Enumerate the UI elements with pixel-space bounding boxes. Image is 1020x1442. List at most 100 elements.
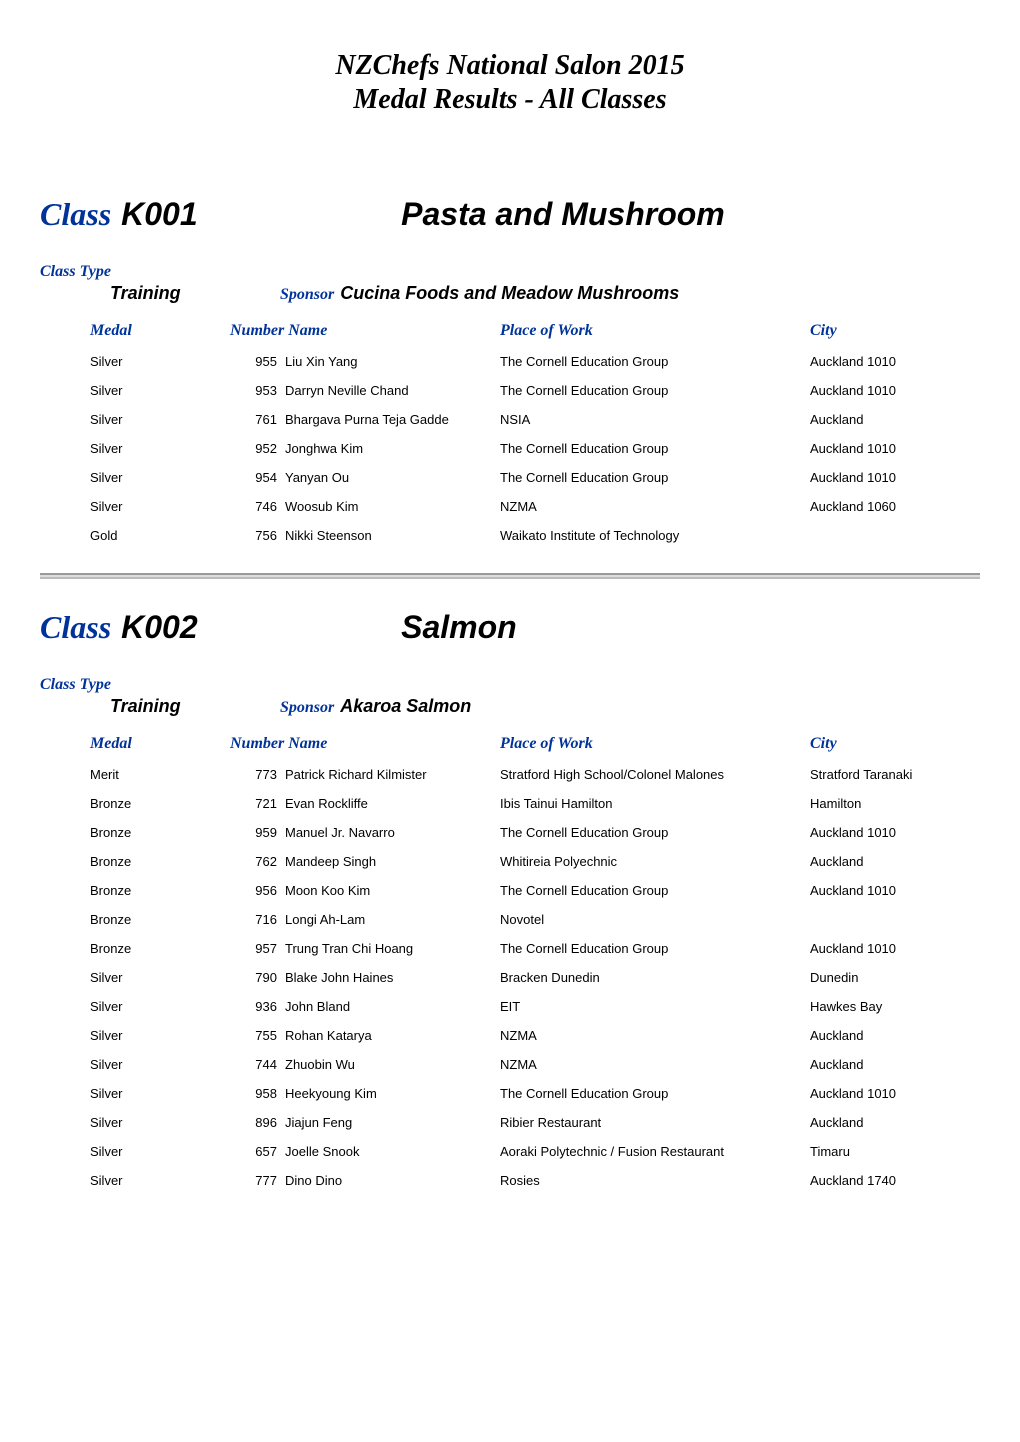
class-name: Pasta and Mushroom <box>401 196 725 233</box>
cell-place: NZMA <box>500 499 810 514</box>
cell-place: Aoraki Polytechnic / Fusion Restaurant <box>500 1144 810 1159</box>
cell-medal: Silver <box>90 1057 230 1072</box>
class-header: Class K002 Salmon <box>40 609 980 646</box>
type-sponsor-row: Training Sponsor Akaroa Salmon <box>40 696 980 717</box>
cell-city: Auckland 1010 <box>810 383 960 398</box>
sponsor-value: Cucina Foods and Meadow Mushrooms <box>340 283 679 304</box>
cell-name: Mandeep Singh <box>285 854 500 869</box>
cell-medal: Bronze <box>90 796 230 811</box>
cell-city: Hamilton <box>810 796 960 811</box>
cell-number: 746 <box>230 499 285 514</box>
cell-medal: Bronze <box>90 883 230 898</box>
cell-name: Woosub Kim <box>285 499 500 514</box>
type-sponsor-row: Training Sponsor Cucina Foods and Meadow… <box>40 283 980 304</box>
cell-city: Auckland <box>810 1057 960 1072</box>
cell-name: John Bland <box>285 999 500 1014</box>
cell-medal: Silver <box>90 354 230 369</box>
cell-name: Blake John Haines <box>285 970 500 985</box>
table-row: Silver 657 Joelle Snook Aoraki Polytechn… <box>40 1144 980 1159</box>
cell-place: The Cornell Education Group <box>500 883 810 898</box>
cell-name: Joelle Snook <box>285 1144 500 1159</box>
cell-medal: Merit <box>90 767 230 782</box>
cell-medal: Silver <box>90 1028 230 1043</box>
cell-number: 952 <box>230 441 285 456</box>
class-section: Class K001 Pasta and Mushroom Class Type… <box>40 196 980 543</box>
cell-number: 953 <box>230 383 285 398</box>
table-row: Silver 954 Yanyan Ou The Cornell Educati… <box>40 470 980 485</box>
cell-city: Auckland 1010 <box>810 825 960 840</box>
cell-name: Manuel Jr. Navarro <box>285 825 500 840</box>
cell-name: Longi Ah-Lam <box>285 912 500 927</box>
cell-name: Jonghwa Kim <box>285 441 500 456</box>
table-row: Silver 746 Woosub Kim NZMA Auckland 1060 <box>40 499 980 514</box>
sponsor-label: Sponsor <box>280 286 334 304</box>
sponsor-value: Akaroa Salmon <box>340 696 471 717</box>
cell-name: Rohan Katarya <box>285 1028 500 1043</box>
cell-medal: Gold <box>90 528 230 543</box>
sponsor-label: Sponsor <box>280 699 334 717</box>
cell-city <box>810 912 960 927</box>
cell-place: Rosies <box>500 1173 810 1188</box>
cell-number: 761 <box>230 412 285 427</box>
cell-number: 955 <box>230 354 285 369</box>
cell-city: Auckland 1060 <box>810 499 960 514</box>
cell-name: Dino Dino <box>285 1173 500 1188</box>
cell-number: 756 <box>230 528 285 543</box>
cell-name: Darryn Neville Chand <box>285 383 500 398</box>
col-header-city: City <box>810 322 960 340</box>
cell-city: Auckland <box>810 412 960 427</box>
cell-medal: Silver <box>90 1144 230 1159</box>
table-row: Silver 790 Blake John Haines Bracken Dun… <box>40 970 980 985</box>
cell-number: 896 <box>230 1115 285 1130</box>
cell-city: Dunedin <box>810 970 960 985</box>
cell-place: NZMA <box>500 1028 810 1043</box>
cell-medal: Silver <box>90 999 230 1014</box>
table-row: Silver 953 Darryn Neville Chand The Corn… <box>40 383 980 398</box>
table-row: Bronze 721 Evan Rockliffe Ibis Tainui Ha… <box>40 796 980 811</box>
cell-city: Auckland <box>810 1028 960 1043</box>
cell-place: Bracken Dunedin <box>500 970 810 985</box>
cell-place: The Cornell Education Group <box>500 354 810 369</box>
document-subtitle: Medal Results - All Classes <box>40 84 980 116</box>
cell-medal: Silver <box>90 499 230 514</box>
cell-name: Jiajun Feng <box>285 1115 500 1130</box>
cell-medal: Silver <box>90 383 230 398</box>
cell-city: Hawkes Bay <box>810 999 960 1014</box>
cell-place: The Cornell Education Group <box>500 941 810 956</box>
class-type-value: Training <box>110 696 280 717</box>
class-type-label: Class Type <box>40 676 980 694</box>
class-code: K002 <box>121 609 401 646</box>
cell-number: 956 <box>230 883 285 898</box>
cell-medal: Silver <box>90 441 230 456</box>
table-row: Silver 755 Rohan Katarya NZMA Auckland <box>40 1028 980 1043</box>
cell-city: Auckland 1010 <box>810 441 960 456</box>
cell-number: 954 <box>230 470 285 485</box>
cell-city: Auckland <box>810 1115 960 1130</box>
table-row: Bronze 762 Mandeep Singh Whitireia Polye… <box>40 854 980 869</box>
cell-medal: Silver <box>90 1086 230 1101</box>
class-code: K001 <box>121 196 401 233</box>
table-row: Silver 896 Jiajun Feng Ribier Restaurant… <box>40 1115 980 1130</box>
cell-name: Liu Xin Yang <box>285 354 500 369</box>
cell-place: Whitireia Polyechnic <box>500 854 810 869</box>
cell-medal: Silver <box>90 1173 230 1188</box>
cell-city: Auckland 1010 <box>810 941 960 956</box>
cell-place: The Cornell Education Group <box>500 1086 810 1101</box>
cell-name: Trung Tran Chi Hoang <box>285 941 500 956</box>
cell-number: 958 <box>230 1086 285 1101</box>
table-row: Bronze 957 Trung Tran Chi Hoang The Corn… <box>40 941 980 956</box>
cell-medal: Silver <box>90 1115 230 1130</box>
cell-city: Timaru <box>810 1144 960 1159</box>
cell-place: The Cornell Education Group <box>500 441 810 456</box>
cell-place: Stratford High School/Colonel Malones <box>500 767 810 782</box>
class-type-label: Class Type <box>40 263 980 281</box>
cell-name: Bhargava Purna Teja Gadde <box>285 412 500 427</box>
cell-city: Auckland 1010 <box>810 470 960 485</box>
col-header-number-name: Number Name <box>230 735 500 753</box>
section-divider <box>40 573 980 579</box>
cell-number: 777 <box>230 1173 285 1188</box>
cell-place: The Cornell Education Group <box>500 383 810 398</box>
cell-name: Patrick Richard Kilmister <box>285 767 500 782</box>
col-header-number-name: Number Name <box>230 322 500 340</box>
cell-city: Auckland 1010 <box>810 883 960 898</box>
